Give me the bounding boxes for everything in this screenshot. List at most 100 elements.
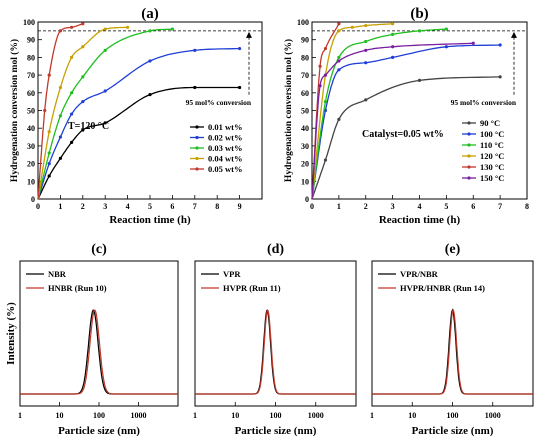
data-point: [58, 156, 63, 160]
data-point: [70, 112, 74, 116]
y-tick-label: 90: [27, 36, 35, 45]
data-point: [444, 27, 448, 31]
data-point: [70, 91, 74, 95]
data-point: [58, 85, 63, 90]
legend-marker: [467, 154, 471, 158]
legend-label: 0.04 wt%: [208, 154, 242, 164]
legend-marker: [195, 135, 199, 140]
data-point: [81, 128, 85, 132]
legend-marker: [467, 121, 471, 125]
data-point: [337, 117, 341, 121]
reference-annotation: 95 mol% conversion: [186, 98, 252, 107]
y-tick-label: 40: [301, 124, 309, 133]
x-tick-label: 6: [170, 202, 174, 211]
reference-annotation: 95 mol% conversion: [451, 98, 517, 107]
distribution-curve-0: [195, 309, 356, 395]
x-tick-label: 8: [215, 202, 219, 211]
x-tick-label: 0: [310, 202, 314, 211]
series-line-3: [311, 23, 393, 200]
y-tick-label: 0: [31, 195, 35, 204]
x-tick-label: 3: [103, 202, 107, 211]
legend-marker: [467, 176, 471, 180]
x-tick-label: 6: [471, 202, 475, 211]
series-line-4: [37, 23, 83, 200]
legend-label: 0.03 wt%: [208, 143, 242, 153]
condition-annotation: T=120 °C: [68, 121, 109, 132]
data-point: [70, 140, 74, 144]
data-point: [103, 27, 107, 31]
data-point: [337, 55, 341, 60]
x-tick-label: 7: [498, 202, 502, 211]
data-point: [193, 48, 197, 52]
y-tick-label: 100: [297, 18, 309, 27]
data-point: [170, 27, 174, 31]
data-point: [81, 75, 85, 79]
distribution-curve-0: [20, 309, 178, 395]
legend-marker: [195, 125, 199, 129]
data-point: [417, 78, 422, 83]
y-tick-label: 20: [301, 160, 309, 169]
data-point: [364, 98, 368, 102]
data-point: [391, 32, 395, 36]
x-tick-label: 9: [238, 202, 242, 211]
legend-marker: [195, 167, 199, 171]
data-point: [337, 68, 341, 72]
distribution-curve-1: [195, 309, 356, 395]
data-point: [323, 100, 328, 104]
kinetic-panel-b: (b) 0 10 20 30 40 50 60 70 80 90 100 0 1 2 3 4 5 6 7 8 Reacti…: [283, 6, 529, 226]
x-tick-label: 4: [126, 202, 130, 211]
data-point: [498, 43, 502, 47]
legend-label: 120 °C: [480, 151, 504, 161]
size-panel-c: (c) 1 10 100 1000 Particle size (nm) Intensity…: [5, 242, 179, 437]
x-tick-label: 3: [391, 202, 395, 211]
data-point: [47, 151, 51, 155]
x-tick-label: 5: [444, 202, 448, 211]
data-point: [148, 92, 152, 97]
x-tick-label: 5: [148, 202, 152, 211]
legend: VPR/NBR HVPR/HNBR (Run 14): [378, 269, 485, 293]
data-point: [58, 29, 63, 33]
size-panel-e: (e) 1 10 100 1000 Particle size (nm) VPR/NBR HV…: [370, 242, 534, 437]
x-tick-label: 10: [56, 411, 64, 420]
data-point: [318, 64, 322, 68]
data-point: [337, 29, 341, 33]
legend-marker: [467, 132, 471, 136]
data-point: [58, 135, 63, 139]
data-point: [364, 48, 368, 52]
data-point: [337, 22, 341, 26]
data-point: [58, 114, 63, 118]
x-tick-label: 100: [447, 411, 459, 420]
legend-label: NBR: [48, 269, 67, 279]
data-point: [47, 174, 51, 178]
data-point: [47, 73, 51, 77]
y-tick-label: 60: [27, 89, 35, 98]
data-point: [47, 130, 51, 134]
x-tick-label: 1: [18, 411, 22, 420]
x-tick-label: 8: [525, 202, 529, 211]
data-point: [364, 23, 368, 28]
data-point: [337, 59, 341, 63]
panel-label: (c): [91, 242, 107, 257]
x-tick-label: 100: [93, 411, 105, 420]
data-point: [70, 55, 74, 60]
y-tick-label: 0: [305, 195, 309, 204]
data-point: [471, 41, 475, 45]
y-tick-label: 80: [27, 53, 35, 62]
legend-label: 130 °C: [480, 162, 504, 172]
data-point: [103, 89, 107, 93]
legend-marker: [195, 156, 199, 161]
x-tick-label: 2: [81, 202, 85, 211]
data-point: [391, 22, 395, 26]
legend-label: HVPR/HNBR (Run 14): [400, 283, 485, 293]
panel-label: (d): [267, 242, 284, 257]
y-tick-label: 10: [27, 177, 35, 186]
legend-label: 0.02 wt%: [208, 133, 242, 143]
distribution-curve-0: [372, 308, 533, 395]
legend: 0.01 wt%0.02 wt%0.03 wt%0.04 wt%0.05 wt%: [190, 122, 242, 174]
y-tick-label: 30: [301, 142, 309, 151]
data-point: [318, 84, 322, 88]
distribution-curve-1: [372, 308, 533, 395]
x-tick-label: 1: [370, 411, 374, 420]
kinetic-panel-a: (a) 0 10 20 30 40 50 60 70 80 90 100 0 1 2 3 4 5 6 7 8 9 React…: [9, 6, 263, 226]
data-point: [350, 25, 354, 29]
